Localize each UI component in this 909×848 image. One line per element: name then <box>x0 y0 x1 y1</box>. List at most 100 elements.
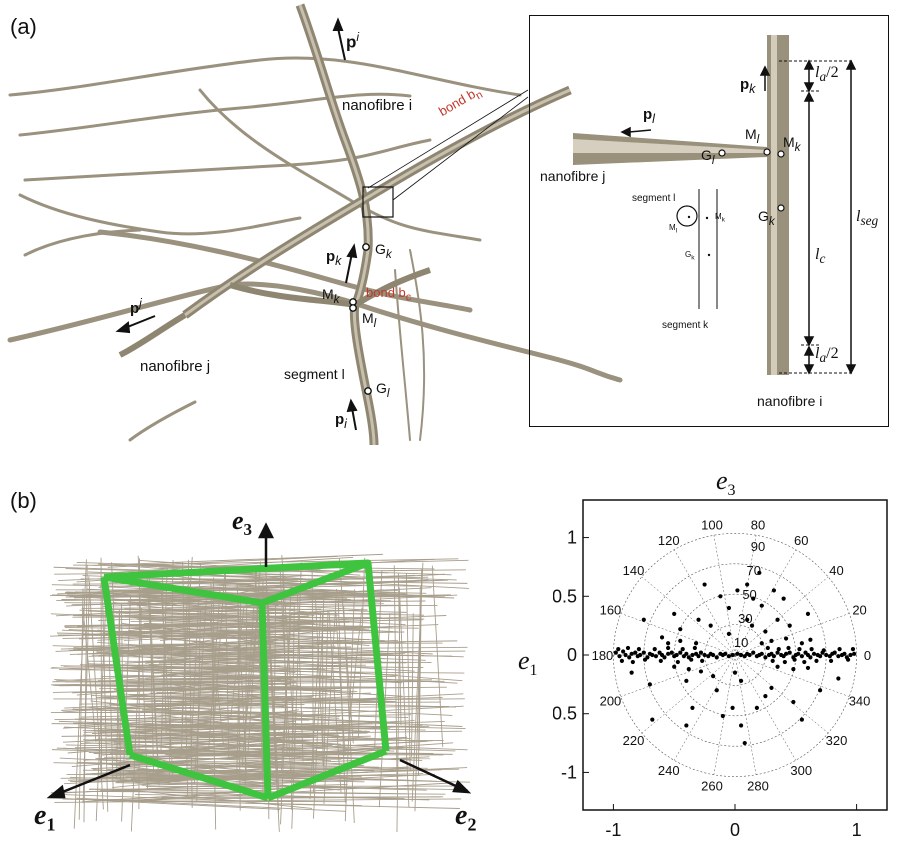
fibre-strand <box>267 603 280 813</box>
angle-label: 300 <box>790 763 812 778</box>
data-point <box>629 651 634 656</box>
inset-G-k-label: Gk <box>758 208 775 228</box>
fibre-strand <box>418 568 423 751</box>
segment-l-label: segment l <box>284 366 345 382</box>
data-point <box>666 645 671 651</box>
inset-fibre-i <box>767 35 789 375</box>
data-point <box>751 650 756 655</box>
y-tick-label: 0 <box>567 645 577 665</box>
fibre-strand <box>397 573 402 726</box>
x-tick-label: -1 <box>605 820 621 840</box>
fibre-strand <box>349 607 363 722</box>
fibre-strand <box>125 740 433 760</box>
angle-label: 180 <box>592 648 614 663</box>
data-point <box>818 654 823 659</box>
data-point <box>702 652 707 658</box>
data-point <box>805 665 811 671</box>
polar-spoke <box>620 613 736 656</box>
lc-label: lc <box>815 246 826 267</box>
data-point <box>763 693 768 699</box>
fibre-strand <box>182 562 189 797</box>
fibre-strand <box>323 610 329 776</box>
data-point <box>781 596 786 601</box>
data-point <box>809 647 814 652</box>
polar-spoke <box>673 549 736 656</box>
fibre-strand <box>138 558 141 809</box>
data-point <box>821 648 826 653</box>
data-point <box>770 658 775 663</box>
fibre-mass <box>49 553 470 833</box>
p-i-bottom-label: pi <box>335 411 347 431</box>
data-point <box>836 654 841 659</box>
data-point <box>805 611 811 617</box>
fibre-strand <box>168 575 262 588</box>
data-point <box>787 650 792 655</box>
data-point <box>738 678 744 683</box>
data-point <box>782 659 787 665</box>
data-point <box>769 685 774 690</box>
polar-spoke <box>734 535 757 656</box>
data-point <box>799 654 804 659</box>
fibre-strand <box>323 588 338 804</box>
panel-b-label: (b) <box>10 488 37 513</box>
fibre-strand <box>296 587 304 762</box>
polar-spoke <box>734 654 797 761</box>
nanofibre-i-label: nanofibre i <box>342 97 413 114</box>
fibre-strand <box>111 778 384 791</box>
fibre-strand <box>162 693 261 699</box>
data-point <box>652 647 657 652</box>
fibre-strand <box>414 609 422 812</box>
fibre-strand <box>148 589 159 767</box>
fibre-strand <box>168 560 174 785</box>
fibre-strand <box>344 589 356 822</box>
fibre-strand <box>169 692 371 703</box>
fibre-strand <box>142 642 443 645</box>
data-point <box>633 650 638 655</box>
fibre-strand <box>405 573 411 772</box>
axis-ticks: 1 0.5 0 -0.5 -1 -1 0 1 <box>553 528 862 840</box>
fibre-cube-illustration <box>46 522 472 833</box>
data-point <box>852 651 857 656</box>
data-point <box>641 617 646 622</box>
data-point <box>811 651 817 656</box>
data-point <box>650 652 655 658</box>
fibre-strand <box>431 565 444 747</box>
data-point <box>653 654 659 659</box>
data-point <box>775 664 780 669</box>
chart-title: e3 <box>716 466 736 500</box>
data-point <box>730 652 735 658</box>
fibre-strand <box>145 652 453 657</box>
y-tick-label: 0.5 <box>553 586 577 606</box>
angle-label: 260 <box>701 779 723 794</box>
data-point <box>792 657 797 662</box>
fibre-strand <box>73 559 87 829</box>
fibre-strand <box>119 680 288 686</box>
data-point <box>616 647 621 652</box>
angle-label: 240 <box>658 763 680 778</box>
data-point <box>711 674 716 679</box>
data-point <box>808 655 813 660</box>
polar-spoke <box>734 654 757 775</box>
fibre-strand <box>236 583 247 773</box>
data-point <box>617 654 622 659</box>
fibre-strand <box>82 606 97 742</box>
data-point <box>629 670 634 675</box>
fibre-strand <box>224 570 230 760</box>
data-point <box>698 650 704 655</box>
fibre-strand <box>230 605 245 717</box>
data-point <box>678 627 683 632</box>
data-point <box>837 647 842 652</box>
polar-spoke <box>734 549 797 656</box>
data-point <box>771 588 777 593</box>
p-k-label: pk <box>326 248 342 268</box>
polar-ring <box>704 624 766 686</box>
polar-spoke <box>734 613 850 656</box>
fibre-strand <box>335 611 346 756</box>
data-point <box>787 623 792 628</box>
data-point <box>791 699 796 705</box>
inset-p-k-label: pk <box>740 76 756 96</box>
data-point <box>747 652 752 658</box>
data-point <box>718 594 723 599</box>
data-point <box>754 705 759 710</box>
